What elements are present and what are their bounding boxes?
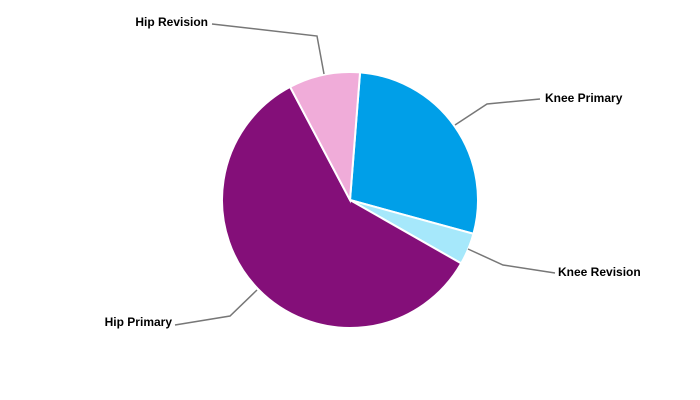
slice-label: Hip Primary xyxy=(105,315,173,329)
slice-label: Knee Revision xyxy=(558,265,641,279)
leader-line xyxy=(454,98,541,126)
pie-slice xyxy=(221,85,463,329)
leader-line xyxy=(174,289,258,326)
leader-line xyxy=(211,23,325,75)
pie-slice xyxy=(288,71,362,204)
leader-line xyxy=(467,248,556,274)
slice-label: Knee Primary xyxy=(545,91,623,105)
pie-slice xyxy=(348,71,479,236)
slice-label: Hip Revision xyxy=(135,15,208,29)
